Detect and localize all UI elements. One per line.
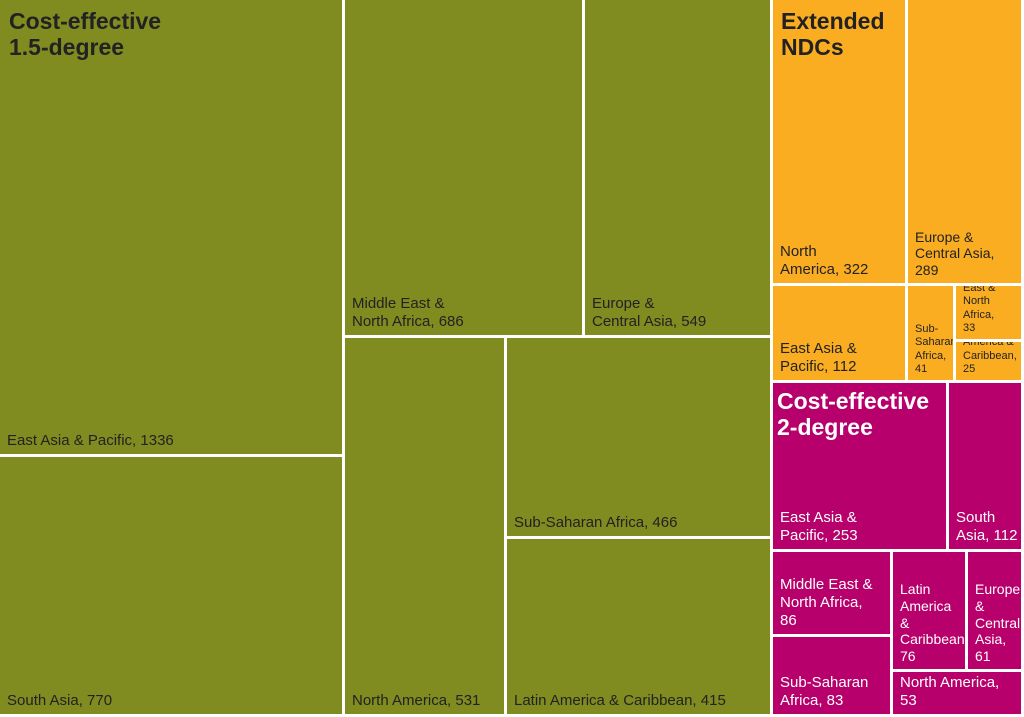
treemap-tile-cost-effective-1-5-degree-middle-east-north-africa: Middle East & North Africa, 686 <box>345 0 585 338</box>
tile-label: North America, 531 <box>352 692 481 709</box>
tile-label: Middle East & North Africa, 86 <box>780 576 873 629</box>
tile-label: Sub-Saharan Africa, 466 <box>514 514 678 531</box>
treemap-tile-extended-ndcs-europe-central-asia: Europe & Central Asia, 289 <box>908 0 1024 286</box>
tile-label: East Asia & Pacific, 253 <box>780 509 858 544</box>
treemap-tile-cost-effective-1-5-degree-sub-saharan-africa: Sub-Saharan Africa, 466 <box>507 338 773 539</box>
tile-label: South Asia, 770 <box>7 692 113 709</box>
tile-label: Middle East & North Africa, 33 <box>963 286 996 334</box>
tile-label: Latin America & Caribbean, 415 <box>514 692 726 709</box>
treemap-tile-cost-effective-2-degree-north-america: North America, 53 <box>893 672 1024 717</box>
tile-label: Latin America & Caribbean, 76 <box>900 581 968 665</box>
treemap-tile-extended-ndcs-east-asia-pacific: East Asia & Pacific, 112 <box>773 286 908 383</box>
treemap-tile-cost-effective-2-degree-sub-saharan-africa: Sub-Saharan Africa, 83 <box>773 637 893 717</box>
treemap-tile-extended-ndcs-north-america: North America, 322 <box>773 0 908 286</box>
tile-label: North America, 53 <box>900 674 1000 709</box>
treemap-tile-extended-ndcs-middle-east-north-africa: Middle East & North Africa, 33 <box>956 286 1024 342</box>
treemap-tile-cost-effective-1-5-degree-latin-america-caribbean: Latin America & Caribbean, 415 <box>507 539 773 717</box>
treemap-tile-cost-effective-1-5-degree-europe-central-asia: Europe & Central Asia, 549 <box>585 0 773 338</box>
tile-label: Sub-Saharan Africa, 83 <box>780 674 869 709</box>
tile-label: Middle East & North Africa, 686 <box>352 295 464 330</box>
treemap-tile-cost-effective-2-degree-south-asia: South Asia, 112 <box>949 383 1024 552</box>
tile-label: South Asia, 112 <box>956 509 1018 544</box>
tile-label: Sub- Saharan Africa, 41 <box>915 323 956 375</box>
treemap-tile-cost-effective-1-5-degree-north-america: North America, 531 <box>345 338 507 717</box>
tile-label: Latin America & Caribbean, 25 <box>963 342 1017 375</box>
treemap-tile-extended-ndcs-sub-saharan-africa: Sub- Saharan Africa, 41 <box>908 286 956 383</box>
tile-label: Europe & Central Asia, 549 <box>592 295 707 330</box>
tile-label: East Asia & Pacific, 1336 <box>7 432 174 449</box>
tile-label: East Asia & Pacific, 112 <box>780 340 857 375</box>
tile-label: Europe & Central Asia, 61 <box>975 581 1021 665</box>
tile-label: Europe & Central Asia, 289 <box>915 228 995 279</box>
treemap-tile-cost-effective-1-5-degree-east-asia-pacific: East Asia & Pacific, 1336 <box>0 0 345 457</box>
treemap-tile-cost-effective-1-5-degree-south-asia: South Asia, 770 <box>0 457 345 717</box>
tile-label: North America, 322 <box>780 243 869 278</box>
treemap-tile-cost-effective-2-degree-europe-central-asia: Europe & Central Asia, 61 <box>968 552 1024 672</box>
treemap-tile-cost-effective-2-degree-east-asia-pacific: East Asia & Pacific, 253 <box>773 383 949 552</box>
treemap-tile-cost-effective-2-degree-middle-east-north-africa: Middle East & North Africa, 86 <box>773 552 893 637</box>
treemap-tile-cost-effective-2-degree-latin-america-caribbean: Latin America & Caribbean, 76 <box>893 552 968 672</box>
treemap-tile-extended-ndcs-latin-america-caribbean: Latin America & Caribbean, 25 <box>956 342 1024 383</box>
